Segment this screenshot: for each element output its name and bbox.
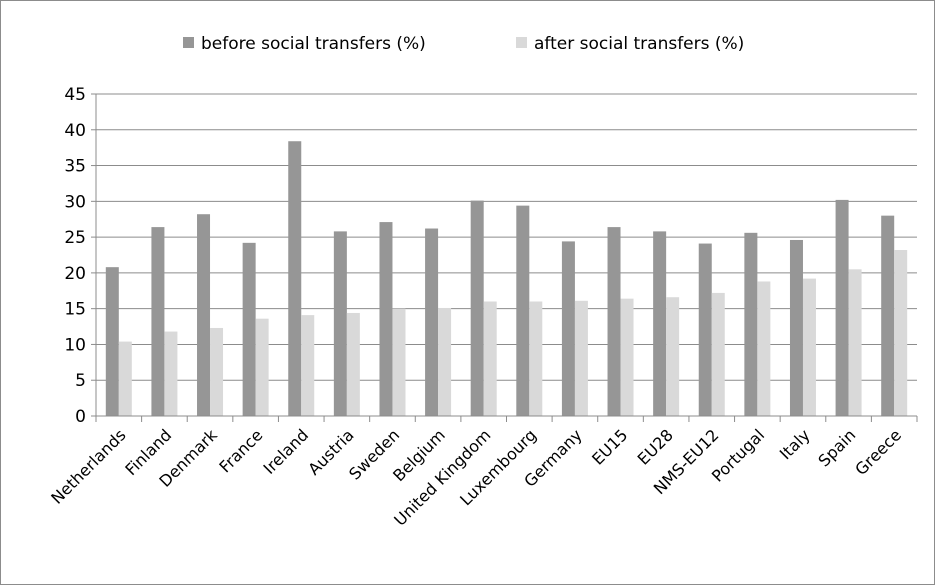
- y-tick-label: 45: [64, 85, 86, 105]
- bar-after-transfers: [757, 281, 771, 416]
- x-category-label: Ireland: [260, 425, 313, 478]
- x-category-label: EU28: [634, 425, 677, 468]
- bar-after-transfers: [711, 292, 725, 416]
- bar-before-transfers: [105, 267, 119, 416]
- bar-before-transfers: [653, 231, 667, 416]
- bar-after-transfers: [346, 312, 360, 416]
- bar-before-transfers: [561, 241, 575, 416]
- bar-after-transfers: [529, 301, 543, 416]
- legend-swatch: [183, 37, 194, 48]
- bar-after-transfers: [255, 318, 269, 416]
- axes: [95, 94, 918, 422]
- bar-before-transfers: [607, 227, 621, 416]
- bar-after-transfers: [301, 315, 315, 416]
- bar-before-transfers: [288, 141, 302, 416]
- bar-before-transfers: [470, 200, 484, 416]
- y-tick-label: 30: [64, 192, 86, 212]
- bar-before-transfers: [516, 205, 530, 416]
- bar-after-transfers: [118, 341, 132, 416]
- x-axis-category-labels: NetherlandsFinlandDenmarkFranceIrelandAu…: [47, 425, 905, 530]
- legend-label: before social transfers (%): [201, 34, 426, 54]
- x-category-label: Italy: [776, 425, 814, 463]
- bar-before-transfers: [379, 222, 393, 416]
- x-category-label: Greece: [851, 425, 905, 479]
- y-tick-label: 15: [64, 300, 86, 320]
- x-category-label: EU15: [588, 425, 631, 468]
- y-tick-label: 10: [64, 335, 86, 355]
- bar-before-transfers: [151, 227, 165, 416]
- bar-after-transfers: [666, 297, 680, 416]
- bars: [105, 141, 908, 416]
- legend-label: after social transfers (%): [534, 34, 744, 54]
- bar-before-transfers: [744, 232, 758, 416]
- bar-before-transfers: [698, 243, 712, 416]
- bar-before-transfers: [835, 199, 849, 416]
- legend: before social transfers (%) after social …: [183, 34, 744, 54]
- bar-after-transfers: [483, 301, 497, 416]
- x-category-label: France: [215, 425, 266, 476]
- bar-after-transfers: [438, 307, 452, 416]
- y-tick-label: 20: [64, 264, 86, 284]
- bar-after-transfers: [392, 308, 406, 416]
- y-tick-label: 25: [64, 228, 86, 248]
- y-axis-tick-labels: 0 5 10 15 20 25 30 35 40 45: [64, 85, 86, 427]
- y-tick-label: 40: [64, 121, 86, 141]
- bar-before-transfers: [425, 228, 439, 416]
- y-tick-label: 5: [75, 371, 86, 391]
- bar-before-transfers: [197, 214, 211, 416]
- y-tick-label: 0: [75, 407, 86, 427]
- bar-after-transfers: [802, 278, 816, 416]
- x-category-label: Netherlands: [47, 425, 129, 507]
- gridlines: [91, 93, 917, 417]
- bar-after-transfers: [164, 331, 178, 416]
- y-tick-label: 35: [64, 157, 86, 177]
- bar-after-transfers: [210, 327, 224, 416]
- bar-after-transfers: [894, 249, 908, 416]
- bar-before-transfers: [333, 231, 347, 416]
- bar-before-transfers: [881, 215, 895, 416]
- bar-before-transfers: [242, 242, 256, 416]
- bar-before-transfers: [789, 239, 803, 416]
- bar-after-transfers: [620, 298, 634, 416]
- legend-swatch: [516, 37, 527, 48]
- bar-after-transfers: [848, 269, 862, 416]
- bar-after-transfers: [574, 300, 588, 416]
